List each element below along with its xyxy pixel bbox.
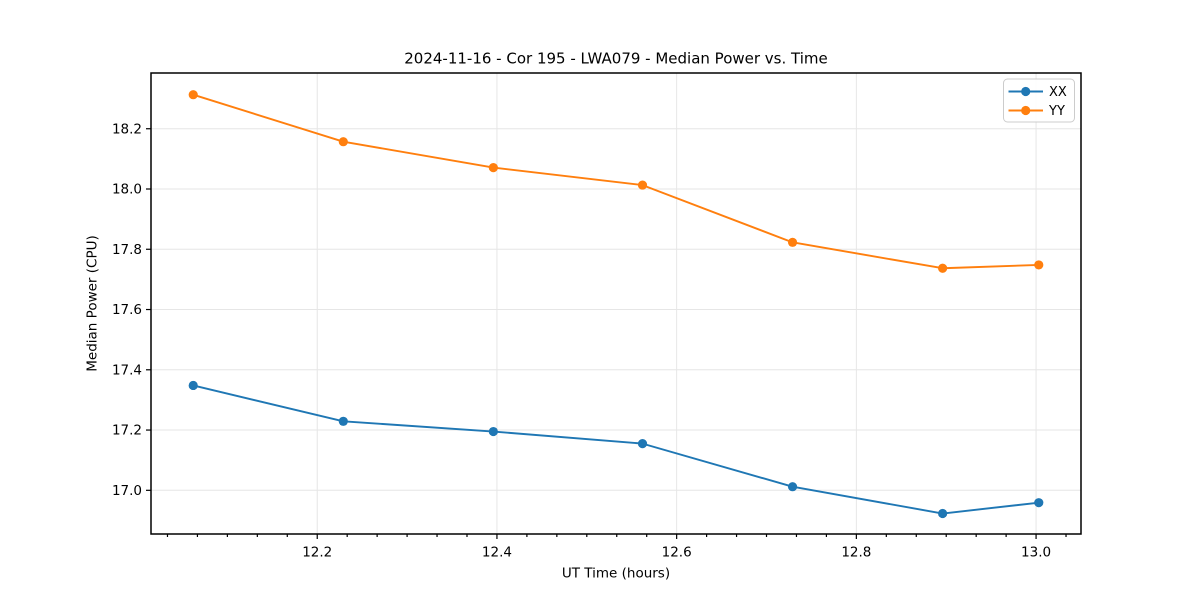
plot-spine (150, 72, 1082, 535)
series-layer (188, 90, 1044, 519)
legend-marker-yy (1021, 105, 1031, 116)
series-xx-marker (637, 439, 648, 449)
y-tick-label: 18.0 (112, 182, 142, 198)
series-xx-marker (338, 416, 348, 426)
x-axis-label: UT Time (hours) (562, 566, 670, 582)
y-axis-label: Median Power (CPU) (85, 235, 101, 371)
x-tick-label: 12.8 (841, 545, 871, 561)
series-yy-marker (1034, 260, 1044, 270)
legend-label-xx: XX (1049, 85, 1067, 100)
series-yy-marker (938, 263, 948, 273)
series-xx-line (192, 384, 1040, 515)
y-tick-label: 17.4 (112, 362, 142, 378)
x-tick-label: 13.0 (1021, 545, 1051, 561)
chart-title: 2024-11-16 - Cor 195 - LWA079 - Median P… (404, 50, 828, 68)
grid-layer (151, 73, 1081, 534)
series-xx-marker (787, 482, 798, 492)
x-tick-label: 12.2 (302, 545, 332, 561)
series-xx-marker (1034, 498, 1044, 508)
series-yy-marker (637, 180, 648, 190)
legend-label-yy: YY (1048, 104, 1065, 119)
y-tick-label: 17.2 (112, 423, 142, 439)
legend-marker-xx (1021, 86, 1031, 97)
y-tick-label: 17.8 (112, 242, 142, 258)
series-yy-marker (787, 237, 798, 247)
series-yy-marker (188, 90, 198, 100)
series-yy-line (192, 93, 1040, 270)
legend: XX YY (1003, 78, 1075, 123)
series-xx-marker (188, 380, 198, 391)
x-tick-label: 12.6 (662, 545, 692, 561)
series-xx-marker (938, 508, 948, 519)
y-tick-label: 17.0 (112, 483, 142, 499)
ticks-layer: 12.2 12.4 12.6 12.8 13.0 17.0 17.2 17.4 17.6 17.8… (112, 121, 1067, 561)
series-yy-marker (338, 137, 348, 147)
y-tick-label: 18.2 (112, 121, 142, 137)
x-tick-label: 12.4 (482, 545, 512, 561)
series-xx-marker (488, 426, 498, 437)
series-yy-marker (488, 163, 498, 173)
y-tick-label: 17.6 (112, 302, 142, 318)
